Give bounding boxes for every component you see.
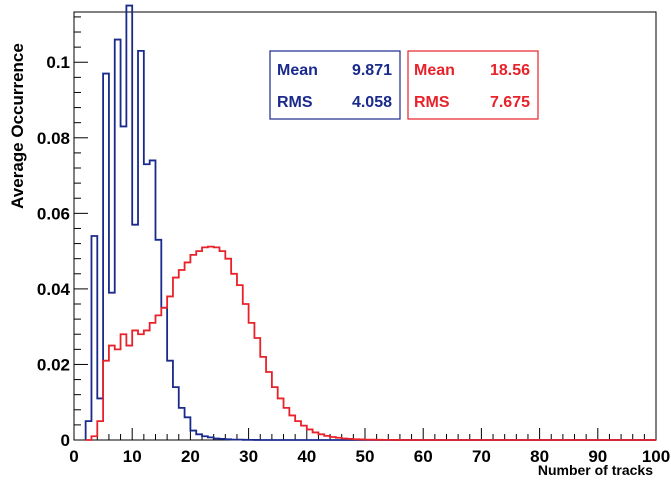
- y-axis-label: Average Occurrence: [8, 43, 27, 209]
- x-tick-label: 80: [530, 447, 549, 466]
- x-tick-label: 100: [642, 447, 670, 466]
- stats-box-red-frame: [407, 50, 539, 120]
- stats-box-blue: Mean 9.871 RMS 4.058: [269, 50, 401, 120]
- stats-box-blue-frame: [269, 50, 401, 120]
- y-tick-label: 0.06: [37, 204, 70, 223]
- histogram-series-blue: [84, 4, 656, 441]
- x-tick-label: 90: [588, 447, 607, 466]
- y-tick-label: 0.1: [46, 53, 70, 72]
- stats-blue-rms-label: RMS: [277, 94, 313, 111]
- x-tick-label: 30: [239, 447, 258, 466]
- x-tick-label: 40: [297, 447, 316, 466]
- stats-blue-rms-value: 4.058: [352, 94, 392, 111]
- stats-box-red: Mean 18.56 RMS 7.675: [407, 50, 539, 120]
- x-tick-label: 20: [181, 447, 200, 466]
- x-tick-label: 10: [123, 447, 142, 466]
- y-tick-label: 0.08: [37, 129, 70, 148]
- y-tick-label: 0: [61, 431, 70, 450]
- histogram-series-red: [85, 245, 656, 441]
- y-tick-label: 0.04: [37, 280, 71, 299]
- x-tick-label: 70: [472, 447, 491, 466]
- x-tick-label: 50: [356, 447, 375, 466]
- stats-red-mean-label: Mean: [414, 62, 455, 79]
- stats-red-rms-label: RMS: [414, 94, 450, 111]
- x-tick-label: 60: [414, 447, 433, 466]
- y-tick-label: 0.02: [37, 355, 70, 374]
- stats-blue-mean-value: 9.871: [352, 62, 392, 79]
- histogram-series-group: [84, 4, 656, 441]
- x-axis-label: Number of tracks: [538, 462, 653, 478]
- stats-blue-mean-label: Mean: [277, 62, 318, 79]
- axes: 0 10 20 30 40 50 60 70 80 90 100 0 0.02 0.04 0.06 0.08 0…: [37, 16, 670, 466]
- stats-red-rms-value: 7.675: [490, 94, 530, 111]
- x-tick-label: 0: [69, 447, 78, 466]
- stats-red-mean-value: 18.56: [490, 62, 530, 79]
